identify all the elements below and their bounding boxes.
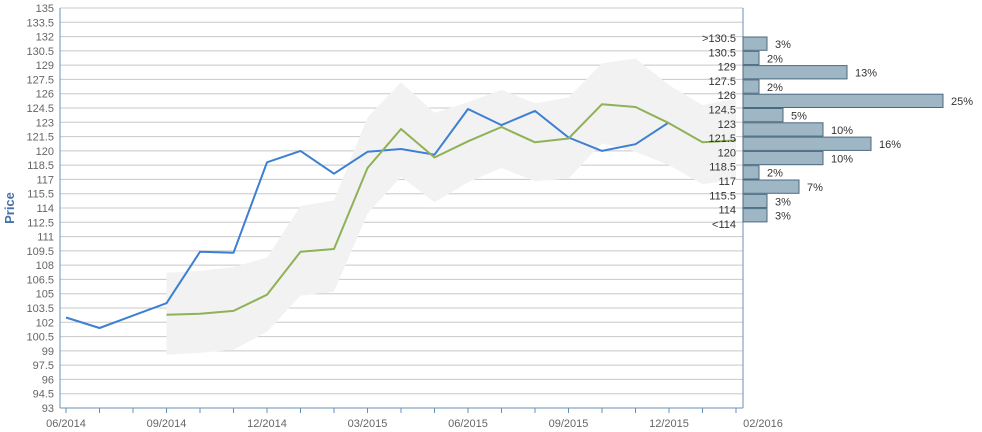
x-tick-label: 12/2015 — [649, 418, 689, 430]
distribution-pct-label: 2% — [767, 168, 783, 180]
y-tick-label: 112.5 — [27, 217, 54, 229]
distribution-bin-label: 127.5 — [708, 76, 736, 88]
y-tick-label: 123 — [36, 117, 54, 129]
distribution-bar — [742, 79, 760, 94]
distribution-pct-label: 2% — [767, 53, 783, 65]
y-tick-label: 93 — [42, 403, 54, 415]
y-tick-label: 133.5 — [26, 17, 54, 29]
distribution-pct-label: 3% — [775, 211, 791, 223]
y-tick-labels: 135 133.5 132 130.5 129 127.5 126 124.5 123 121.5… — [26, 3, 54, 415]
distribution-bar — [742, 179, 800, 194]
x-tick-label: 03/2015 — [348, 418, 388, 430]
distribution-bar — [742, 36, 768, 51]
x-tick-label: 06/2014 — [46, 418, 86, 430]
x-tick-label: 09/2015 — [549, 418, 589, 430]
y-tick-label: 117 — [36, 174, 54, 186]
distribution-bin-label: 120 — [718, 147, 736, 159]
distribution-pct-label: 3% — [775, 39, 791, 51]
y-tick-label: 118.5 — [27, 160, 54, 172]
x-tick-label: 02/2016 — [743, 418, 783, 430]
y-tick-label: 126 — [36, 89, 54, 101]
distribution-bin-label: 129 — [718, 62, 736, 74]
y-tick-label: 127.5 — [26, 74, 54, 86]
distribution-bar — [742, 150, 824, 166]
series-lines — [65, 103, 737, 329]
distribution-bars — [742, 36, 944, 223]
y-tick-label: 96 — [42, 374, 54, 386]
y-tick-label: 102 — [36, 317, 54, 329]
distribution-bar — [742, 93, 944, 108]
distribution-bar — [742, 193, 768, 209]
distribution-pct-label: 25% — [951, 96, 973, 108]
distribution-bin-label: >130.5 — [702, 33, 736, 45]
y-tick-label: 130.5 — [26, 46, 54, 58]
y-tick-label: 94.5 — [33, 389, 54, 401]
y-tick-label: 111 — [37, 232, 54, 244]
distribution-pct-label: 10% — [831, 153, 853, 165]
distribution-pct-label: 3% — [775, 196, 791, 208]
y-tick-label: 105 — [36, 289, 54, 301]
distribution-bin-label: 123 — [718, 119, 736, 131]
band-area — [166, 58, 736, 355]
y-tick-label: 135 — [36, 3, 54, 15]
distribution-bar — [742, 165, 760, 180]
y-tick-label: 103.5 — [26, 303, 54, 315]
y-tick-label: 124.5 — [26, 103, 54, 115]
x-tick-label: 12/2014 — [247, 418, 287, 430]
x-tick-labels: 06/2014 09/2014 12/2014 03/2015 06/2015 09/20… — [46, 418, 783, 430]
y-tick-label: 114 — [36, 203, 54, 215]
distribution-bin-label: 118.5 — [709, 162, 736, 174]
y-tick-label: 99 — [42, 346, 54, 358]
y-tick-label: 108 — [36, 260, 54, 272]
distribution-pct-label: 13% — [855, 68, 877, 80]
y-tick-label: 129 — [36, 60, 54, 72]
distribution-bar — [742, 65, 848, 80]
distribution-bin-label: 114 — [718, 205, 736, 217]
distribution-pct-label: 10% — [831, 125, 853, 137]
distribution-bin-label: 117 — [718, 176, 736, 188]
series-line-2 — [166, 103, 737, 316]
distribution-bin-label: 121.5 — [708, 133, 736, 145]
distribution-bar — [742, 50, 760, 66]
y-tick-label: 121.5 — [26, 132, 54, 144]
x-tick-label: 09/2014 — [147, 418, 187, 430]
distribution-bin-label: 126 — [718, 90, 736, 102]
y-axis-title: Price — [2, 192, 17, 224]
distribution-bar — [742, 208, 768, 223]
distribution-bin-label: 130.5 — [708, 47, 736, 59]
distribution-bin-label: <114 — [712, 219, 736, 231]
distribution-pct-label: 7% — [807, 182, 823, 194]
distribution-bar-labels: >130.5 3% 130.5 2% 129 13% 127.5 2% 126 25% 124.5 5… — [702, 33, 973, 231]
y-tick-label: 109.5 — [26, 246, 54, 258]
distribution-pct-label: 16% — [879, 139, 901, 151]
distribution-bar — [742, 122, 824, 137]
distribution-bin-label: 124.5 — [708, 105, 736, 117]
distribution-bar — [742, 136, 872, 151]
y-tick-label: 115.5 — [27, 189, 54, 201]
confidence-band — [166, 58, 736, 355]
y-tick-label: 106.5 — [26, 274, 54, 286]
distribution-bin-label: 115.5 — [709, 190, 736, 202]
y-tick-label: 132 — [36, 32, 54, 44]
y-tick-label: 97.5 — [33, 360, 54, 372]
distribution-pct-label: 5% — [791, 111, 807, 123]
y-tick-label: 120 — [36, 146, 54, 158]
distribution-pct-label: 2% — [767, 82, 783, 94]
x-tick-label: 06/2015 — [448, 418, 488, 430]
y-tick-label: 100.5 — [26, 332, 54, 344]
distribution-bar — [742, 108, 784, 123]
